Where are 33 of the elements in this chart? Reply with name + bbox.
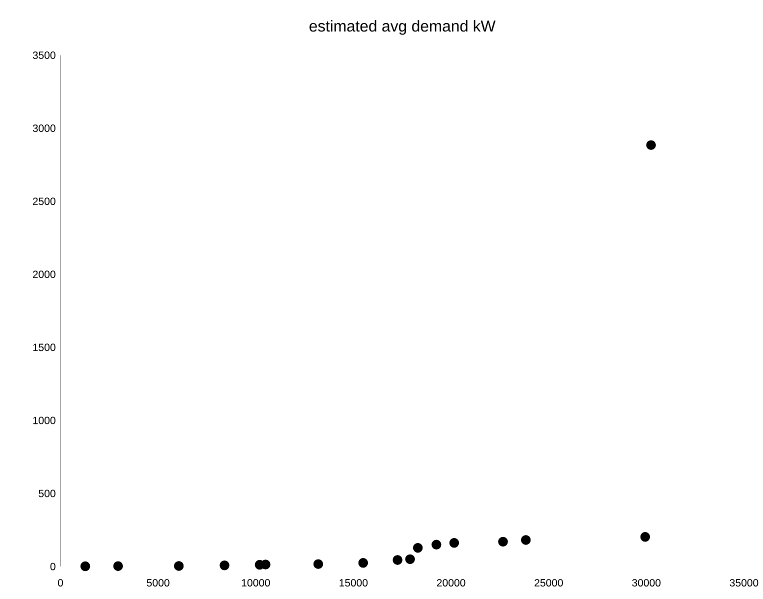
x-tick-label: 20000 xyxy=(436,578,466,586)
point xyxy=(520,534,531,545)
chart-title: estimated avg demand kW xyxy=(310,20,496,35)
point xyxy=(313,558,324,569)
point xyxy=(449,538,460,548)
point xyxy=(113,561,123,571)
x-tick-label: 0 xyxy=(58,578,63,586)
y-tick-label: 500 xyxy=(38,490,56,498)
point xyxy=(646,140,656,150)
x-tick-label: 25000 xyxy=(534,578,563,586)
x-tick-label: 15000 xyxy=(340,578,368,586)
point xyxy=(220,560,230,570)
y-tick-label: 2500 xyxy=(32,197,56,205)
point xyxy=(174,560,184,571)
point xyxy=(405,554,415,564)
point xyxy=(358,558,368,568)
y-tick-label: 0 xyxy=(50,562,56,570)
y-tick-label: 1500 xyxy=(33,343,56,351)
x-tick-label: 5000 xyxy=(146,578,170,586)
y-tick-label: 1000 xyxy=(33,416,56,424)
y-tick-label: 3500 xyxy=(32,51,56,59)
point xyxy=(432,540,442,550)
point xyxy=(80,561,90,571)
point xyxy=(640,532,650,542)
point xyxy=(498,536,508,546)
point xyxy=(392,554,402,565)
point xyxy=(260,559,270,570)
y-tick-label: 2000 xyxy=(32,270,56,278)
x-tick-label: 35000 xyxy=(730,578,758,586)
y-tick-label: 3000 xyxy=(32,124,56,132)
x-tick-label: 10000 xyxy=(242,578,270,586)
x-tick-label: 30000 xyxy=(632,578,661,586)
point xyxy=(413,542,423,553)
